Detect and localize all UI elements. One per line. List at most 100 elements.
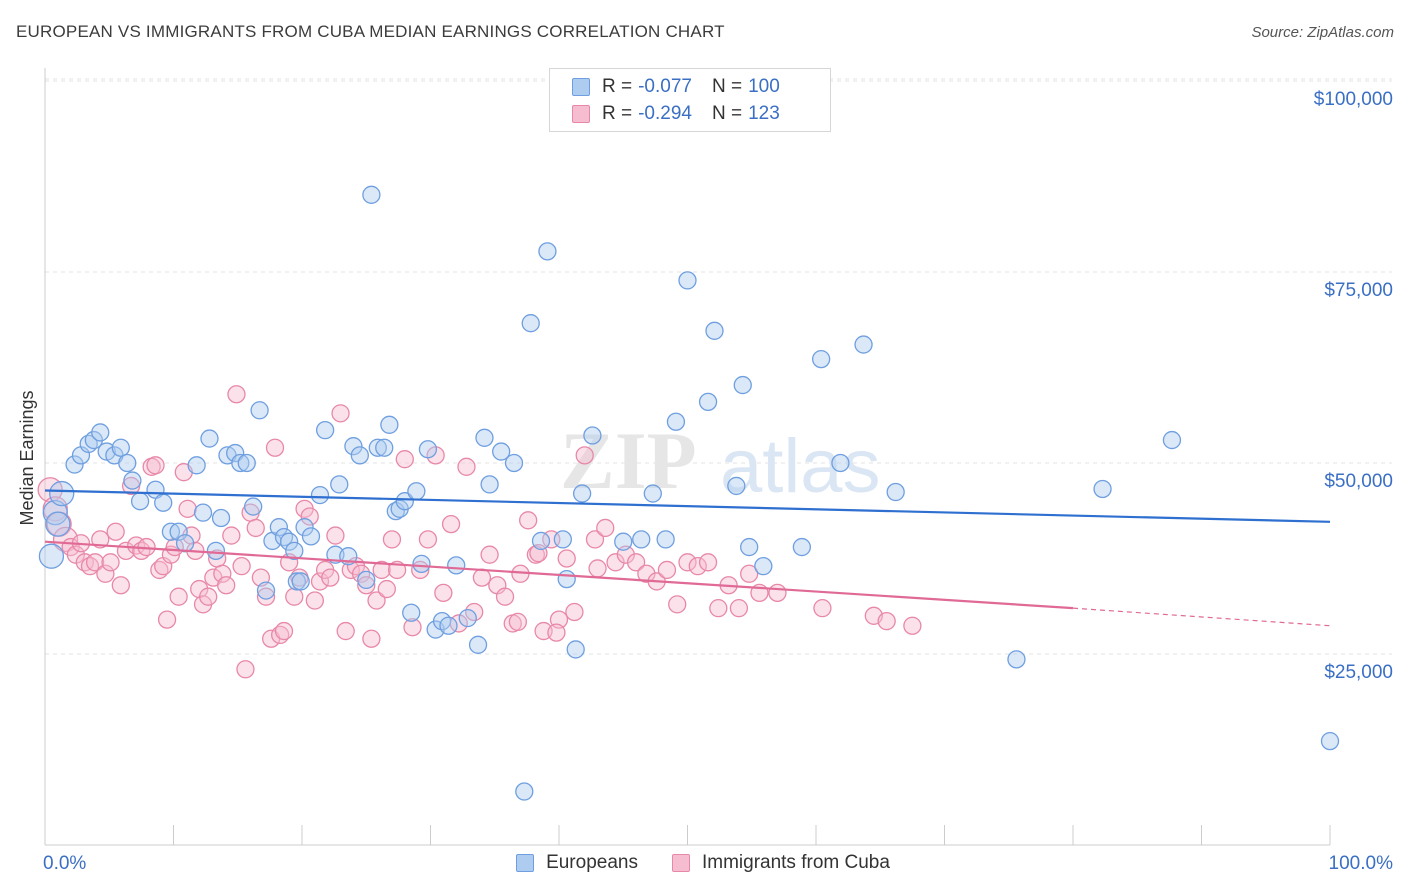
data-point [583, 426, 602, 445]
y-axis-label: Median Earnings [17, 390, 37, 525]
data-point [403, 618, 422, 637]
data-point [206, 541, 226, 561]
data-point [1162, 430, 1182, 450]
legend-r-value: -0.077 [638, 76, 692, 97]
data-point [733, 375, 752, 395]
data-point [336, 621, 355, 641]
data-point [504, 453, 524, 473]
y-tick-label: $50,000 [1324, 471, 1393, 492]
data-point [903, 616, 922, 635]
data-point [698, 392, 718, 412]
data-point [236, 660, 255, 679]
data-point [291, 572, 310, 591]
data-point [49, 480, 75, 507]
data-point [447, 556, 466, 575]
data-point [668, 595, 687, 614]
legend-row-europeans: R = -0.077 N = 100 [572, 75, 780, 99]
data-point [626, 553, 646, 572]
data-point [237, 453, 256, 473]
data-point [274, 621, 294, 641]
legend-n-value: 100 [748, 76, 780, 97]
data-point [169, 587, 188, 606]
data-point [375, 438, 394, 457]
series-europeans [38, 185, 1340, 801]
legend-swatch-cuba [671, 854, 690, 872]
data-point [705, 321, 724, 340]
data-point [596, 518, 615, 538]
data-point [468, 635, 488, 654]
data-point [175, 534, 195, 553]
data-point [886, 482, 905, 502]
data-point [357, 570, 376, 590]
legend-n-label: N = [711, 76, 743, 97]
data-point [547, 623, 566, 642]
data-point [146, 456, 165, 475]
data-point [754, 556, 773, 576]
data-point [362, 629, 381, 648]
data-point [457, 457, 476, 476]
legend-label-europeans: Europeans [546, 852, 638, 873]
data-point [287, 572, 307, 591]
data-point [395, 450, 414, 469]
correlation-legend: R = -0.077 N = 100 R = -0.294 N = 123 [549, 68, 831, 132]
data-point [187, 456, 206, 475]
data-point [666, 412, 686, 431]
data-point [1007, 650, 1026, 669]
y-tick-label: $25,000 [1324, 662, 1393, 683]
data-point [698, 553, 718, 572]
legend-r-value: -0.294 [638, 103, 692, 124]
trend-line-cuba-extrapolated [1072, 607, 1331, 627]
data-point [475, 428, 494, 447]
data-point [402, 603, 421, 622]
data-point [321, 568, 340, 587]
data-point [678, 271, 697, 290]
data-point [200, 429, 219, 448]
data-point [326, 526, 345, 545]
legend-row-cuba: R = -0.294 N = 123 [572, 102, 780, 126]
chart-source: Source: ZipAtlas.com [1251, 24, 1394, 41]
data-point [854, 335, 873, 354]
data-point [1320, 731, 1340, 751]
data-point [575, 446, 594, 465]
data-point [106, 522, 125, 541]
data-point [657, 560, 677, 580]
data-point [372, 560, 391, 580]
data-point [244, 497, 263, 516]
data-point [792, 537, 812, 557]
data-point [330, 475, 349, 494]
data-point [285, 587, 304, 606]
data-point [213, 564, 232, 583]
data-point [472, 568, 492, 587]
data-point [495, 587, 515, 606]
legend-item-cuba: Immigrants from Cuba [671, 852, 890, 874]
data-point [310, 485, 330, 505]
data-point [458, 608, 477, 628]
legend-r-label: R = [602, 76, 633, 97]
data-point [111, 438, 130, 457]
data-point [553, 530, 573, 549]
data-point [434, 583, 453, 603]
legend-item-europeans: Europeans [516, 852, 638, 874]
axes [44, 68, 1331, 846]
data-point [231, 453, 250, 473]
data-point [227, 385, 246, 404]
data-point [217, 576, 236, 595]
data-point [362, 185, 381, 204]
data-point [285, 541, 304, 561]
data-point [85, 553, 105, 572]
data-point [377, 579, 396, 599]
data-point [96, 564, 115, 583]
x-tick-label-min: 0.0% [43, 853, 86, 874]
data-point [407, 482, 426, 501]
data-point [566, 640, 585, 659]
data-point [101, 553, 120, 572]
data-point [367, 591, 386, 610]
data-point [368, 438, 387, 457]
data-point [169, 522, 188, 541]
watermark: ZIP atlas [560, 415, 881, 509]
data-point [38, 543, 65, 569]
data-point [199, 587, 218, 606]
x-tick-label-max: 100.0% [1329, 853, 1394, 874]
data-point [301, 527, 321, 546]
